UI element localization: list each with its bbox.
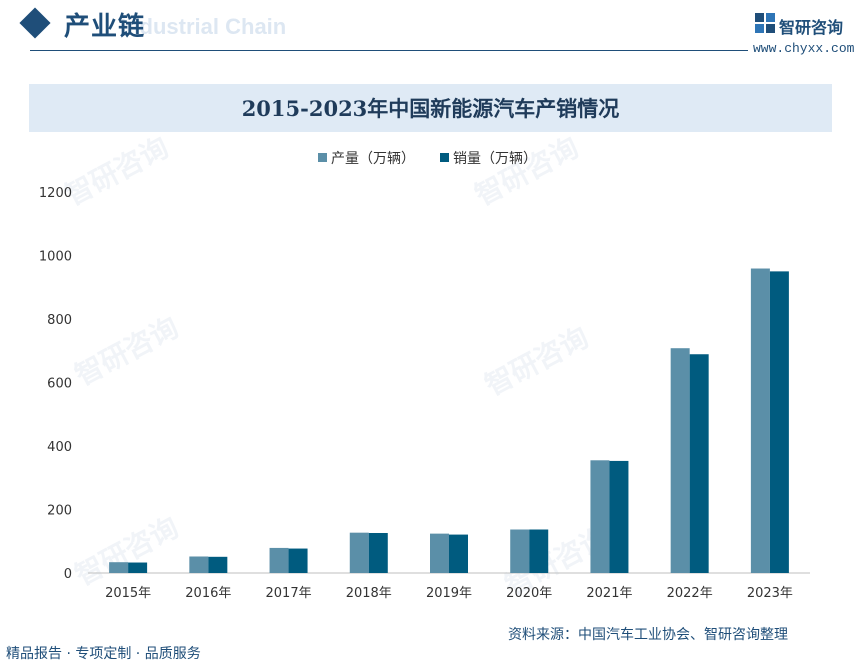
bar-sales [288,548,308,573]
x-tick-label: 2015年 [105,586,151,601]
bar-production [670,348,690,573]
bar-sales [128,562,148,573]
x-tick-label: 2018年 [346,586,392,601]
bar-sales [689,354,709,573]
legend-label-sales: 销量（万辆） [453,151,537,167]
bar-production [189,556,209,573]
y-tick-label: 800 [47,313,72,328]
legend-swatch-production [318,153,327,162]
page-header: Industrial Chain 产业链 智研咨询 www.chyxx.com [0,0,865,60]
bar-production [590,460,610,573]
y-tick-label: 1000 [39,250,72,265]
logo-icon [755,13,775,33]
bar-production [349,532,369,573]
x-tick-label: 2021年 [586,586,632,601]
bar-sales [368,532,388,573]
x-tick-label: 2019年 [426,586,472,601]
legend-label-production: 产量（万辆） [331,151,415,167]
x-tick-label: 2023年 [747,586,793,601]
logo-url: www.chyxx.com [753,41,855,56]
chart-title: 2015-2023年中国新能源汽车产销情况 [241,96,620,121]
bar-production [269,547,289,573]
bar-sales [609,460,629,573]
x-tick-label: 2022年 [667,586,713,601]
bar-production [109,562,129,573]
bar-sales [529,529,549,573]
x-tick-label: 2016年 [185,586,231,601]
bar-production [430,533,449,573]
x-tick-label: 2017年 [266,586,312,601]
x-tick-label: 2020年 [506,586,552,601]
footer-slogan: 精品报告 · 专项定制 · 品质服务 [6,646,201,662]
header-divider [30,50,748,51]
y-tick-label: 0 [64,567,72,582]
chart-title-band: 2015-2023年中国新能源汽车产销情况 [29,84,832,132]
y-tick-label: 600 [47,377,72,392]
y-tick-label: 1200 [39,186,72,201]
logo-text: 智研咨询 [779,18,844,37]
y-tick-label: 200 [47,504,72,519]
bar-production [510,529,530,573]
chart-legend: 产量（万辆） 销量（万辆） [0,148,865,168]
source-note: 资料来源：中国汽车工业协会、智研咨询整理 [508,627,788,643]
header-background-text: Industrial Chain [120,14,287,39]
y-tick-label: 400 [47,440,72,455]
bar-production [750,268,770,573]
bar-sales [449,534,468,573]
bar-sales [208,556,228,573]
page-title: 产业链 [64,12,146,42]
legend-swatch-sales [440,153,449,162]
bar-sales [769,271,789,573]
